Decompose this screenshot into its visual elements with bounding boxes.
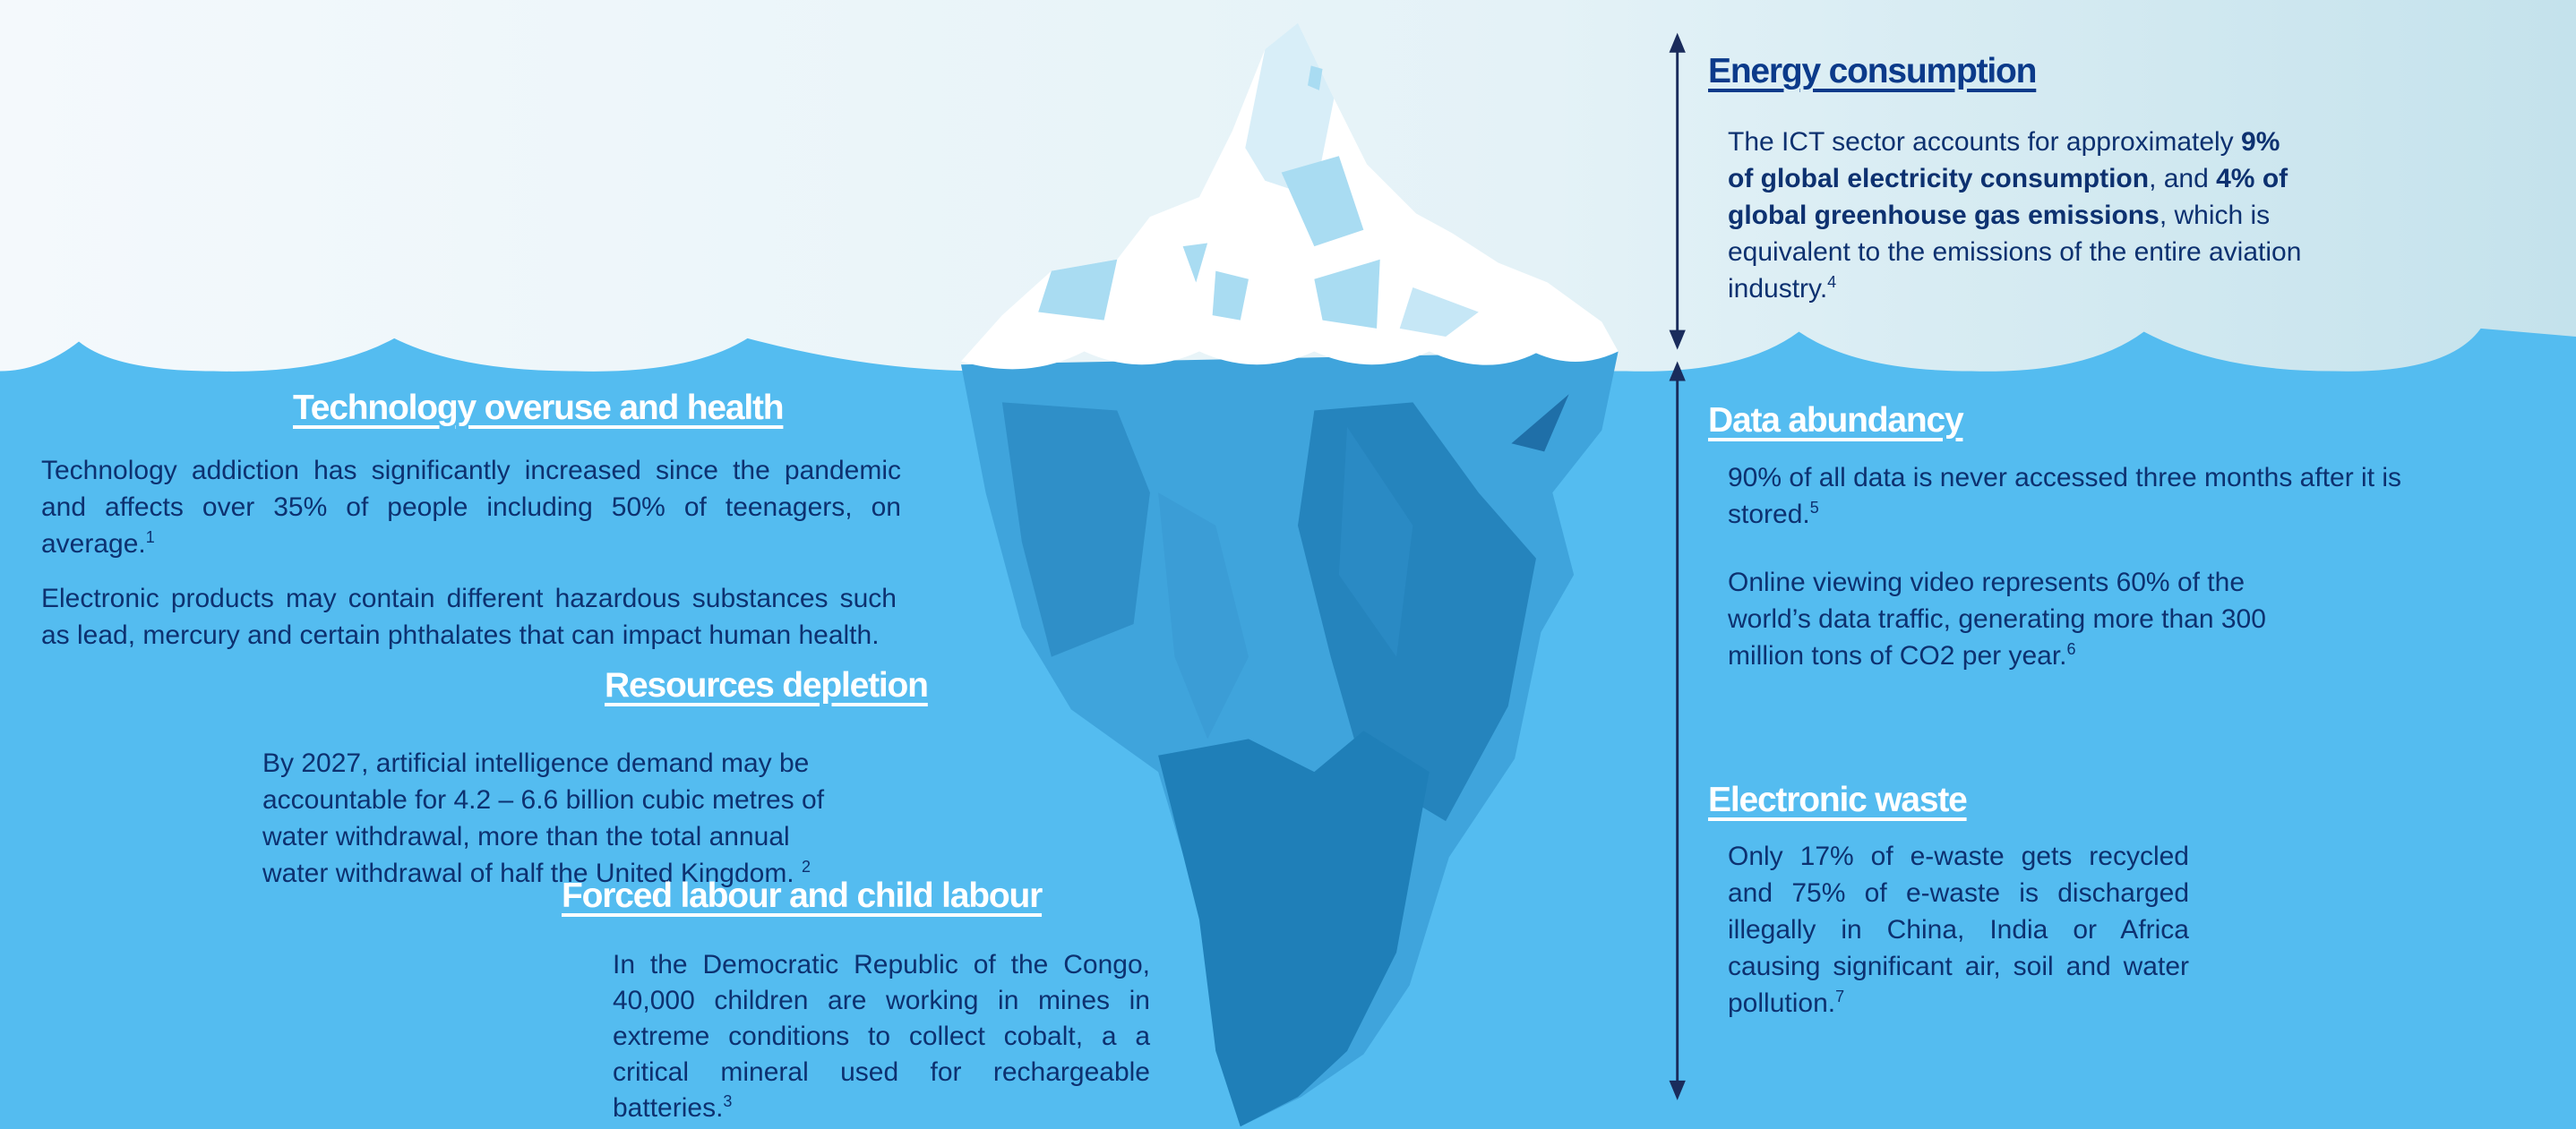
footnote-ref: 3 [723, 1092, 733, 1110]
data-paragraph-2: Online viewing video represents 60% of t… [1728, 564, 2274, 674]
tech-paragraph-1: Technology addiction has significantly i… [41, 452, 901, 562]
energy-text-2: , and [2149, 164, 2217, 193]
waste-paragraph: Only 17% of e-waste gets recycled and 75… [1728, 838, 2189, 1022]
data-paragraph-1-text: 90% of all data is never accessed three … [1728, 463, 2402, 529]
iceberg-underwater [960, 351, 1619, 1127]
heading-electronic-waste: Electronic waste [1708, 781, 1968, 819]
tech-paragraph-2: Electronic products may contain differen… [41, 584, 897, 650]
energy-paragraph: The ICT sector accounts for approximatel… [1728, 124, 2310, 307]
data-paragraph-1: 90% of all data is never accessed three … [1728, 459, 2435, 533]
heading-data-abundancy: Data abundancy [1708, 401, 1964, 440]
footnote-ref: 2 [802, 858, 811, 876]
energy-text-3: , which is equivalent to the emissions o… [1728, 201, 2302, 304]
heading-resources-depletion: Resources depletion [605, 666, 929, 705]
waste-paragraph-text: Only 17% of e-waste gets recycled and 75… [1728, 842, 2189, 1018]
resources-paragraph-text: By 2027, artificial intelligence demand … [262, 748, 825, 888]
energy-bold-emissions: 4% of global greenhouse gas emissions [1728, 164, 2288, 230]
footnote-ref: 1 [145, 528, 155, 546]
double-arrow-above [1669, 32, 1686, 350]
footnote-ref: 5 [1809, 499, 1819, 517]
footnote-ref: 7 [1835, 988, 1845, 1005]
energy-bold-electricity: 9% of global electricity consumption [1728, 127, 2280, 193]
iceberg-tip [960, 22, 1619, 370]
heading-technology-overuse: Technology overuse and health [293, 389, 785, 427]
footnote-ref: 4 [1827, 273, 1837, 291]
tech-paragraph-1-text: Technology addiction has significantly i… [41, 456, 901, 559]
energy-text-1: The ICT sector accounts for approximatel… [1728, 127, 2242, 157]
data-paragraph-2-text: Online viewing video represents 60% of t… [1728, 568, 2266, 671]
heading-energy-consumption: Energy consumption [1708, 52, 2037, 90]
double-arrow-below [1669, 361, 1686, 1100]
heading-forced-labour: Forced labour and child labour [562, 877, 1043, 915]
labour-paragraph-text: In the Democratic Republic of the Congo,… [613, 950, 1150, 1123]
resources-paragraph: By 2027, artificial intelligence demand … [262, 745, 845, 892]
footnote-ref: 6 [2066, 640, 2076, 658]
labour-paragraph: In the Democratic Republic of the Congo,… [613, 947, 1150, 1126]
